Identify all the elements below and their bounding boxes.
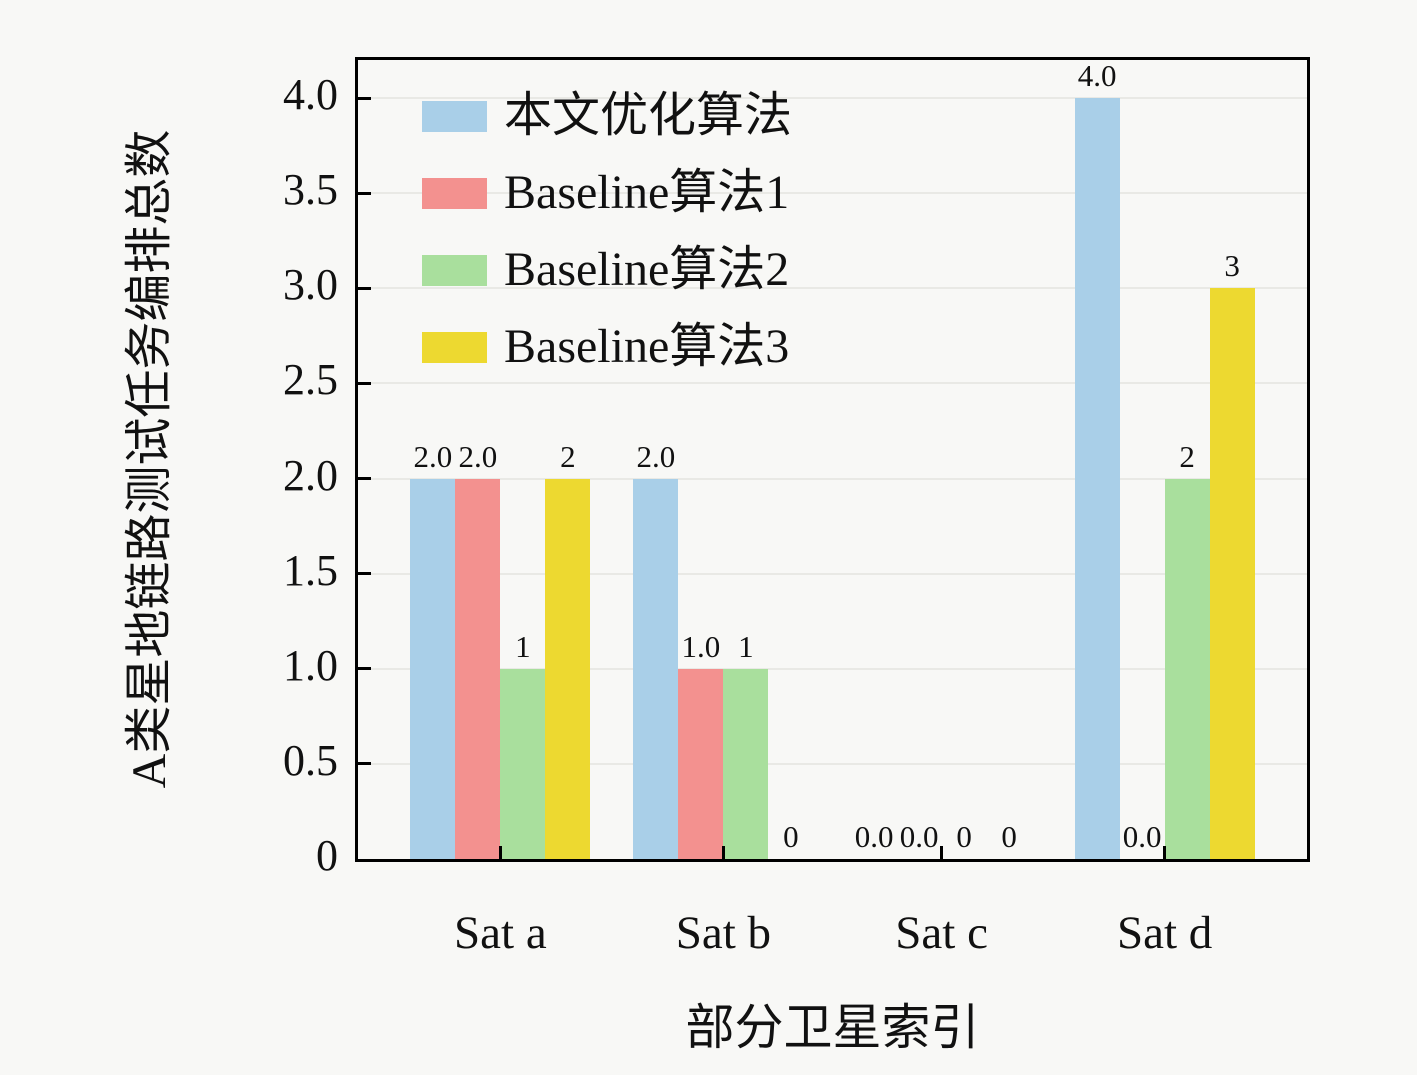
bar-value-label: 0: [1001, 819, 1017, 854]
x-tick-mark: [1163, 846, 1167, 859]
y-tick-label: 1.0: [283, 640, 338, 690]
gridline: [358, 667, 1307, 670]
legend-swatch: [422, 177, 487, 209]
y-tick-label: 4.0: [283, 70, 338, 120]
bar-value-label: 1: [738, 628, 754, 664]
gridline: [358, 192, 1307, 195]
bar-Sat-b-series-1: [633, 478, 679, 859]
x-tick-label: Sat c: [895, 907, 988, 959]
bar-Sat-d-series-1: [1074, 98, 1120, 859]
x-tick-mark: [940, 846, 944, 859]
legend-item-1: 本文优化算法: [422, 88, 792, 144]
bar-value-label: 0.0: [854, 819, 894, 854]
gridline: [358, 287, 1307, 290]
gridline: [358, 477, 1307, 480]
y-tick-mark: [358, 762, 371, 766]
legend-swatch: [422, 100, 487, 132]
bar-value-label: 2: [560, 438, 576, 474]
legend-swatch: [422, 254, 487, 286]
legend-item-3: Baseline算法2: [422, 242, 792, 298]
legend: 本文优化算法 Baseline算法1 Baseline算法2 Baseline算法3: [422, 88, 792, 396]
x-tick-label: Sat b: [675, 907, 772, 959]
bar-Sat-b-series-2: [678, 668, 724, 859]
bar-value-label: 0: [956, 819, 972, 854]
bar-value-label: 2.0: [413, 438, 453, 474]
bar-value-label: 1.0: [681, 628, 721, 664]
legend-item-2: Baseline算法1: [422, 165, 792, 221]
legend-item-label: Baseline算法3: [504, 320, 790, 373]
x-tick-label: Sat d: [1116, 907, 1213, 959]
x-tick-label: Sat a: [454, 907, 547, 959]
y-tick-label: 2.5: [283, 355, 338, 405]
y-tick-mark: [358, 667, 371, 671]
y-tick-label: 3.0: [283, 260, 338, 310]
y-tick-mark: [358, 381, 371, 385]
gridline: [358, 762, 1307, 765]
bar-Sat-a-series-1: [410, 478, 456, 859]
y-tick-mark: [358, 477, 371, 481]
bar-Sat-a-series-3: [500, 668, 546, 859]
legend-item-label: Baseline算法1: [504, 166, 790, 219]
bar-value-label: 3: [1224, 248, 1240, 284]
bar-Sat-b-series-3: [723, 668, 769, 859]
bar-value-label: 0: [783, 819, 799, 854]
bar-value-label: 0.0: [899, 819, 939, 854]
gridline: [358, 382, 1307, 385]
gridline: [358, 97, 1307, 100]
gridline: [358, 572, 1307, 575]
legend-swatch: [422, 331, 487, 363]
y-tick-mark: [358, 286, 371, 290]
bar-value-label: 2.0: [636, 438, 676, 474]
bar-value-label: 0.0: [1122, 819, 1162, 854]
bar-Sat-a-series-4: [545, 478, 591, 859]
y-tick-label: 2.0: [283, 450, 338, 500]
bar-value-label: 1: [515, 628, 531, 664]
y-tick-mark: [358, 191, 371, 195]
legend-item-label: 本文优化算法: [504, 89, 793, 142]
y-tick-label: 0.5: [283, 735, 338, 785]
y-tick-mark: [358, 96, 371, 100]
bar-Sat-a-series-2: [455, 478, 501, 859]
legend-item-label: Baseline算法2: [504, 243, 790, 296]
y-tick-label: 1.5: [283, 545, 338, 595]
bar-Sat-d-series-4: [1209, 288, 1255, 859]
legend-item-4: Baseline算法3: [422, 319, 792, 375]
bar-Sat-d-series-3: [1164, 478, 1210, 859]
x-tick-mark: [498, 846, 502, 859]
bar-value-label: 2.0: [458, 438, 498, 474]
y-tick-label: 3.5: [283, 165, 338, 215]
y-tick-label: 0: [316, 831, 338, 880]
plot-area: 本文优化算法 Baseline算法1 Baseline算法2 Baseline算法3 …: [355, 57, 1310, 862]
x-tick-mark: [721, 846, 725, 859]
x-axis-label: 部分卫星索引: [685, 1000, 980, 1055]
bar-value-label: 2: [1179, 438, 1195, 474]
bar-value-label: 4.0: [1077, 58, 1117, 94]
y-tick-mark: [358, 572, 371, 576]
